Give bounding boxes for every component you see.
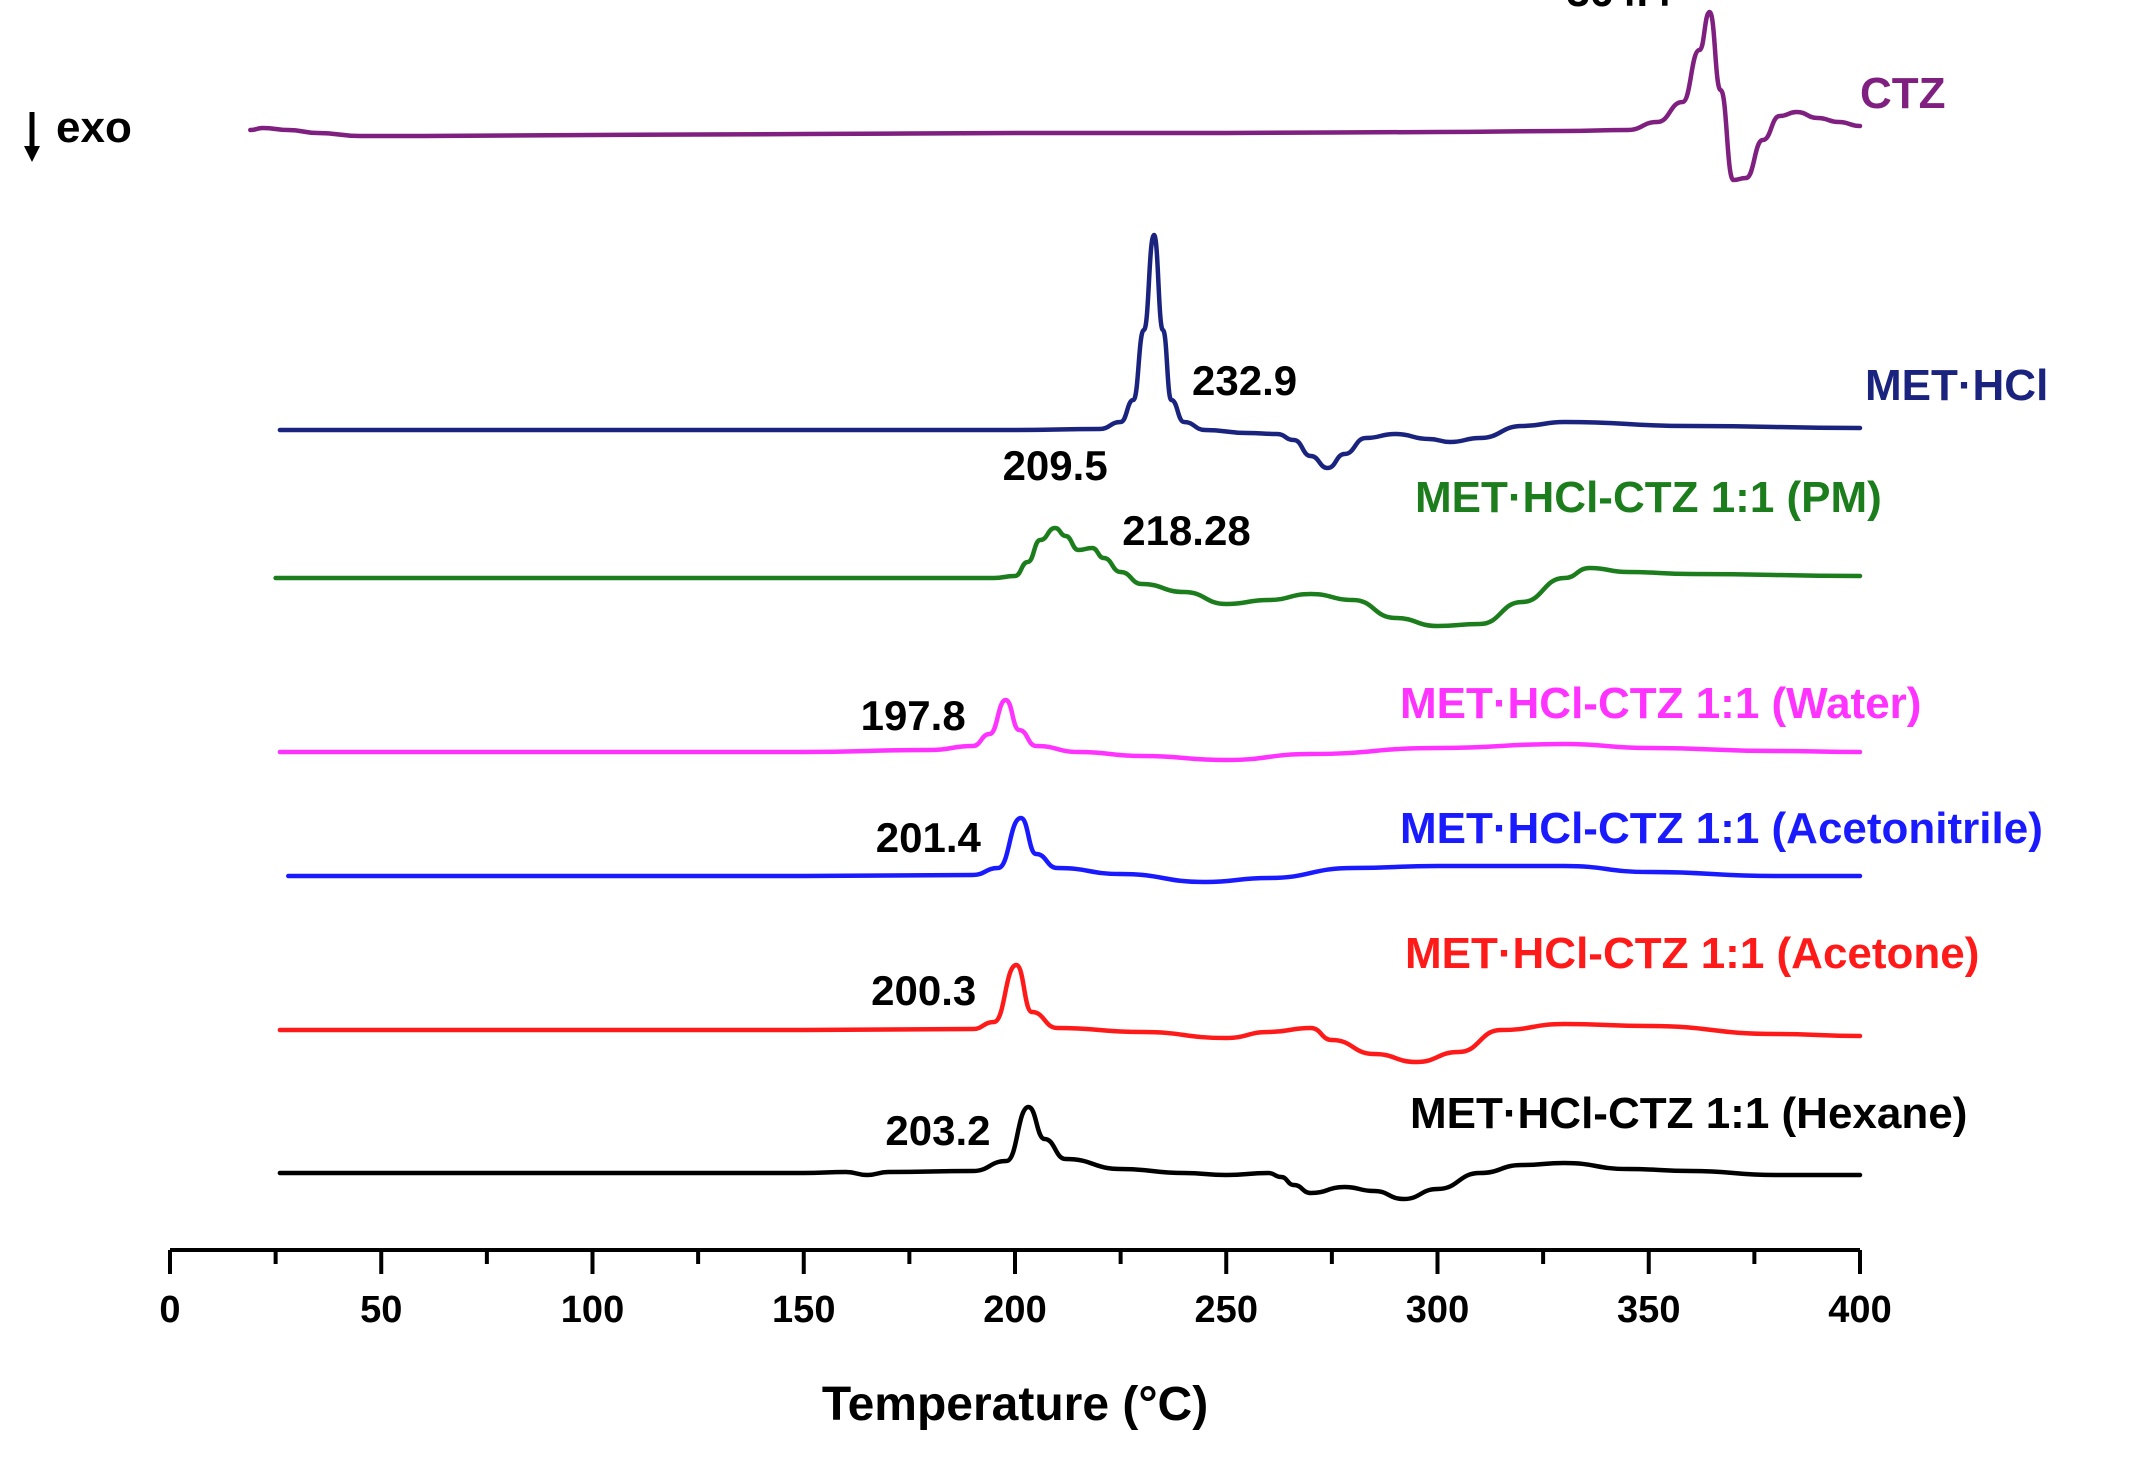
curves-group bbox=[248, 9, 1863, 1202]
x-tick-label: 0 bbox=[159, 1289, 180, 1331]
x-tick-label: 300 bbox=[1406, 1289, 1469, 1331]
peak-label: 232.9 bbox=[1192, 357, 1297, 404]
x-tick-label: 200 bbox=[983, 1289, 1046, 1331]
peak-label: 197.8 bbox=[861, 692, 966, 739]
series-line-3 bbox=[273, 525, 1863, 629]
series-line-1 bbox=[248, 9, 1863, 183]
peak-label-secondary: 218.28 bbox=[1122, 507, 1250, 554]
down-arrow-head-icon bbox=[24, 146, 40, 162]
x-tick-label: 100 bbox=[561, 1289, 624, 1331]
peak-label: 203.2 bbox=[885, 1107, 990, 1154]
peak-label: 201.4 bbox=[876, 814, 982, 861]
peak-labels-group: 364.4 232.9 209.5 218.28 197.8 201.4 200.3 203.… bbox=[861, 0, 1673, 1154]
series-label: MET·HCl bbox=[1865, 361, 2048, 410]
x-tick-label: 350 bbox=[1617, 1289, 1680, 1331]
series-label: MET·HCl-CTZ 1:1 (Acetonitrile) bbox=[1400, 804, 2043, 853]
x-tick-label: 50 bbox=[360, 1289, 402, 1331]
series-line-6 bbox=[277, 962, 1863, 1065]
series-line-7 bbox=[277, 1104, 1863, 1202]
series-line-2 bbox=[277, 232, 1863, 471]
series-labels-group: CTZ MET·HCl MET·HCl-CTZ 1:1 (PM) MET·HCl-CT… bbox=[1400, 69, 2048, 1138]
series-label: CTZ bbox=[1860, 69, 1946, 118]
series-label: MET·HCl-CTZ 1:1 (Hexane) bbox=[1410, 1089, 1967, 1138]
peak-label: 209.5 bbox=[1003, 442, 1108, 489]
series-line-5 bbox=[286, 815, 1863, 885]
series-label: MET·HCl-CTZ 1:1 (PM) bbox=[1415, 473, 1882, 522]
series-label: MET·HCl-CTZ 1:1 (Water) bbox=[1400, 679, 1921, 728]
x-tick-label: 150 bbox=[772, 1289, 835, 1331]
x-axis: 0 50 100 150 200 250 300 350 400 bbox=[159, 1248, 1892, 1331]
series-line-4 bbox=[277, 697, 1863, 763]
x-tick-label: 250 bbox=[1195, 1289, 1258, 1331]
peak-label: 200.3 bbox=[871, 967, 976, 1014]
exo-label: exo bbox=[56, 103, 132, 152]
exo-indicator: exo bbox=[24, 103, 132, 162]
x-tick-label: 400 bbox=[1828, 1289, 1891, 1331]
x-axis-title: Temperature (°C) bbox=[822, 1378, 1208, 1431]
peak-label: 364.4 bbox=[1566, 0, 1672, 15]
series-label: MET·HCl-CTZ 1:1 (Acetone) bbox=[1405, 929, 1979, 978]
